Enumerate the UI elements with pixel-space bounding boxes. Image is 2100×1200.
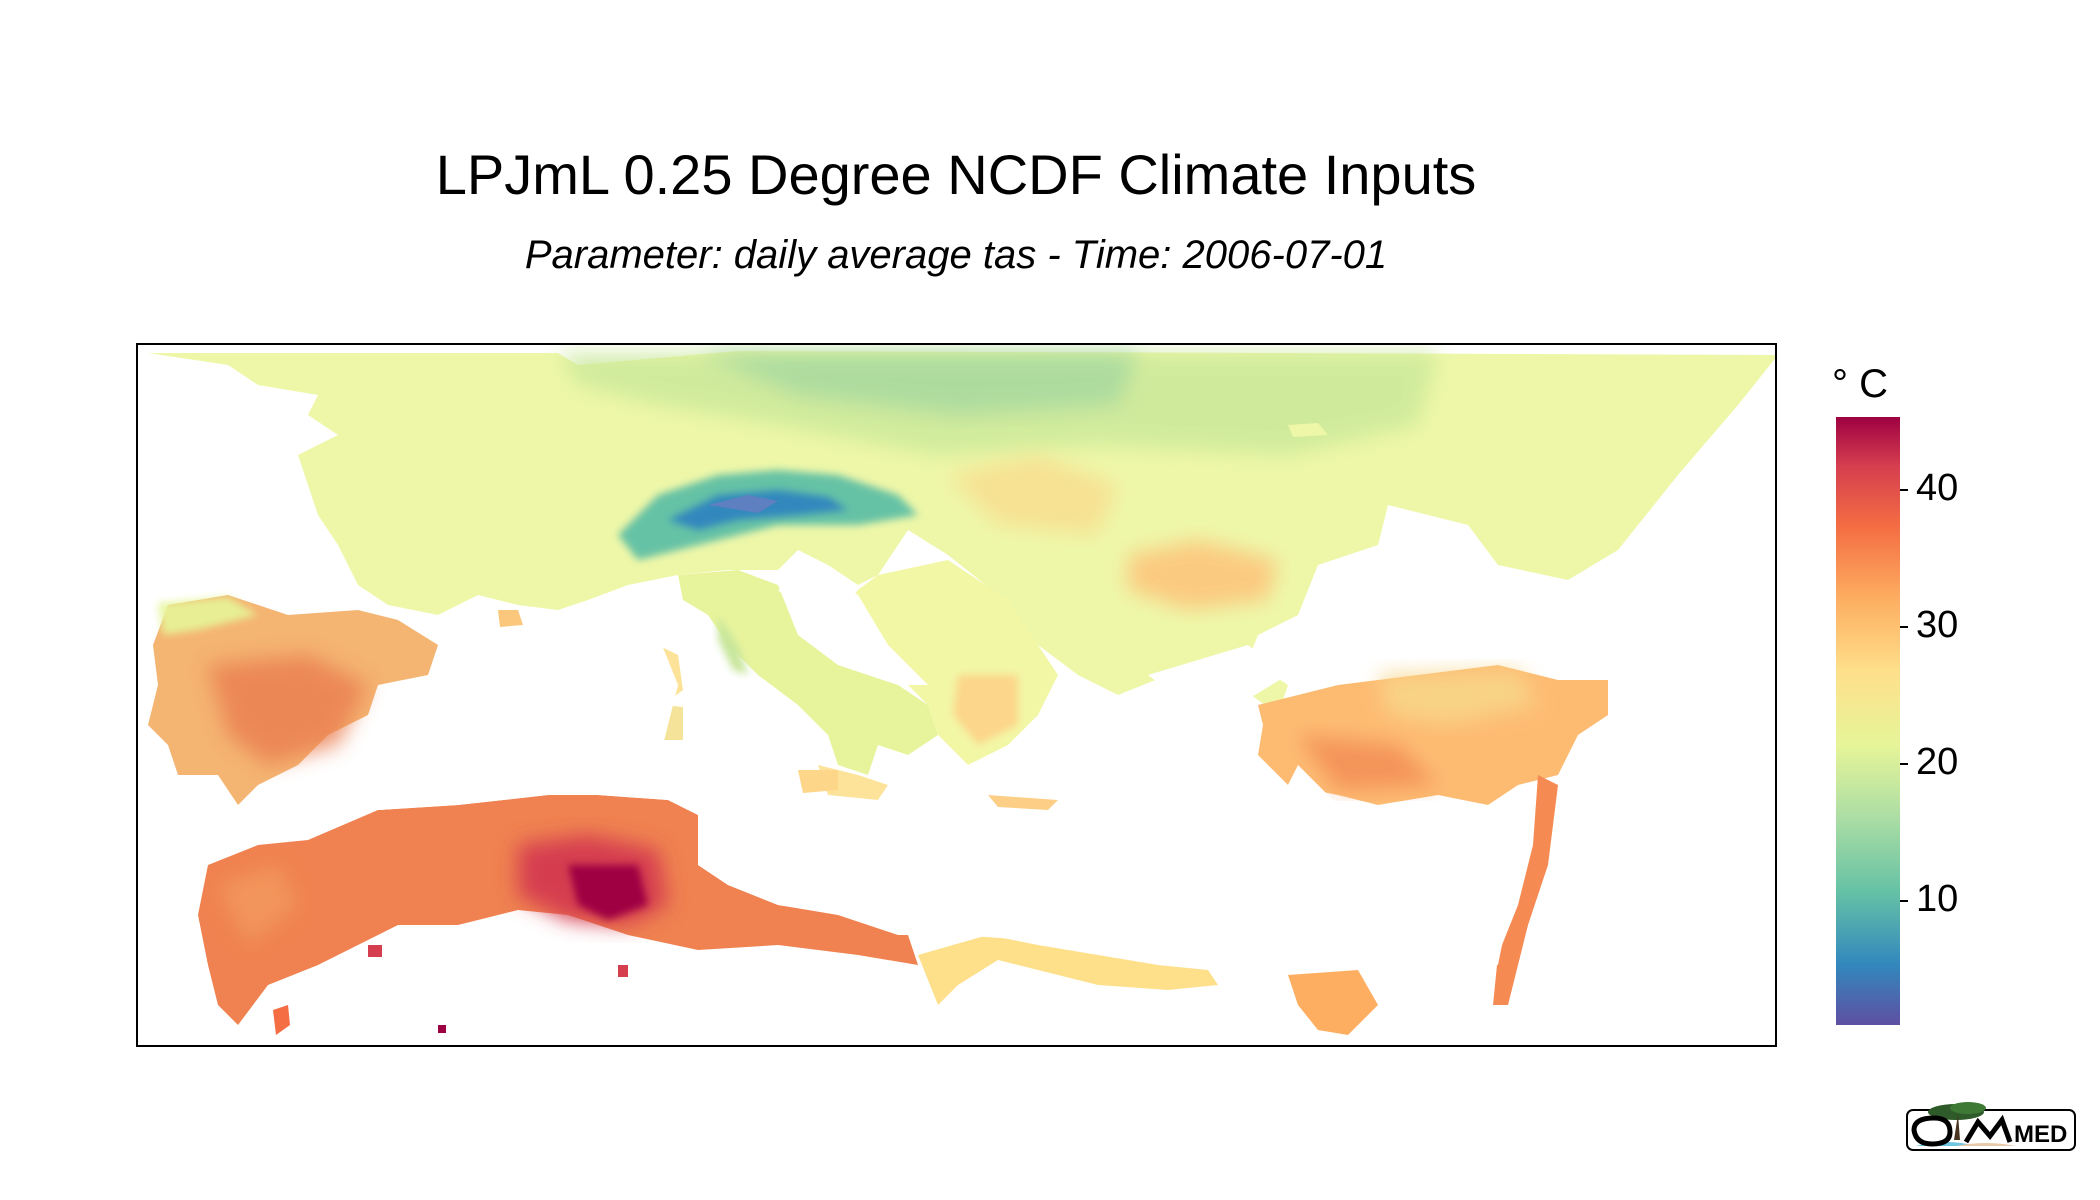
legend-tick-label: 30 (1916, 604, 1959, 646)
europe-land (148, 351, 1775, 715)
legend-tick (1900, 489, 1908, 491)
legend-tick (1900, 900, 1908, 902)
islands (273, 423, 1328, 1035)
iberia-land (148, 595, 438, 805)
legend-tick (1900, 626, 1908, 628)
legend-unit-label: ° C (1832, 362, 1888, 406)
legend-tick-label: 40 (1916, 467, 1959, 509)
north-africa-land (198, 795, 1378, 1035)
ocmed-logo: MED (1906, 1100, 2078, 1152)
logo-graphic: MED (1906, 1102, 2076, 1151)
balkans-land (838, 560, 1058, 810)
legend-tick-label: 20 (1916, 741, 1959, 783)
color-legend-bar (1836, 417, 1900, 1025)
temperature-map (136, 343, 1777, 1047)
chart-title: LPJmL 0.25 Degree NCDF Climate Inputs (435, 143, 1477, 206)
chart-subtitle: Parameter: daily average tas - Time: 200… (524, 233, 1388, 277)
temperature-map-canvas (148, 351, 1775, 1035)
legend-tick (1900, 763, 1908, 765)
sea (338, 575, 1528, 965)
logo-text: MED (2014, 1121, 2067, 1148)
legend-tick-label: 10 (1916, 878, 1959, 920)
